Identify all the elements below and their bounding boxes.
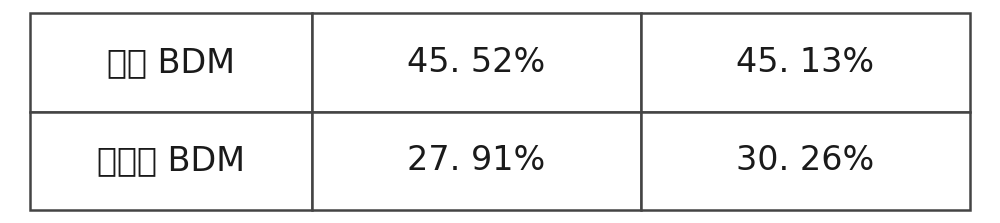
- Bar: [641, 112, 970, 210]
- Text: 27. 91%: 27. 91%: [407, 144, 546, 177]
- Text: 30. 26%: 30. 26%: [736, 144, 875, 177]
- Bar: [30, 112, 312, 210]
- Bar: [312, 112, 641, 210]
- Text: 一年后 BDM: 一年后 BDM: [97, 144, 245, 177]
- Bar: [30, 13, 312, 112]
- Bar: [312, 13, 641, 112]
- Text: 初始 BDM: 初始 BDM: [107, 46, 235, 79]
- Text: 45. 13%: 45. 13%: [736, 46, 875, 79]
- Text: 45. 52%: 45. 52%: [407, 46, 546, 79]
- Bar: [641, 13, 970, 112]
